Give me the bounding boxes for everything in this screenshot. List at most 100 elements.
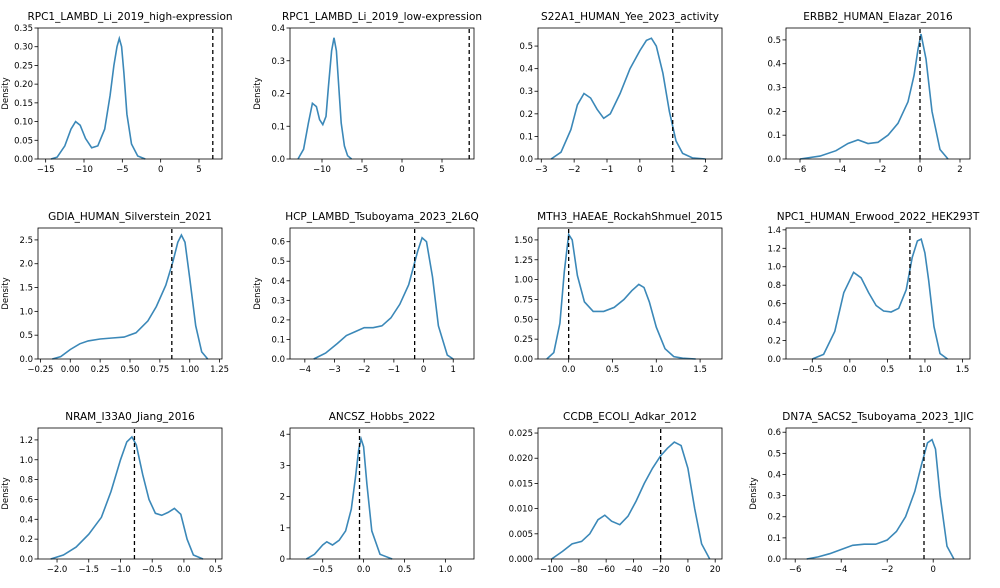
subplot-title: NRAM_I33A0_Jiang_2016 bbox=[65, 411, 195, 423]
y-tick-label: 2 bbox=[280, 493, 285, 503]
x-tick-label: 0.5 bbox=[881, 365, 895, 375]
x-tick-label: −4 bbox=[834, 165, 847, 175]
y-axis-label: Density bbox=[1, 277, 11, 309]
x-tick-label: 1 bbox=[670, 165, 675, 175]
y-tick-label: 0.025 bbox=[509, 429, 533, 439]
x-tick-label: 0 bbox=[917, 165, 922, 175]
subplot-title: GDIA_HUMAN_Silverstein_2021 bbox=[48, 211, 212, 223]
y-tick-label: 0.4 bbox=[271, 277, 285, 287]
subplot-title: MTH3_HAEAE_RockahShmuel_2015 bbox=[537, 211, 723, 223]
y-tick-label: 0.2 bbox=[19, 535, 33, 545]
y-tick-label: 1.0 bbox=[767, 263, 781, 273]
y-tick-label: 1.0 bbox=[19, 307, 33, 317]
y-tick-label: 0.20 bbox=[14, 80, 33, 90]
y-tick-label: 0.5 bbox=[271, 257, 285, 267]
y-tick-label: 1.00 bbox=[514, 276, 533, 286]
y-tick-label: 0.4 bbox=[767, 60, 781, 70]
y-tick-label: 1.50 bbox=[514, 236, 533, 246]
density-curve bbox=[799, 33, 949, 160]
x-tick-label: −5 bbox=[116, 165, 129, 175]
y-tick-label: 0.0 bbox=[271, 355, 285, 365]
x-tick-label: 0 bbox=[685, 565, 690, 575]
x-tick-label: −4 bbox=[835, 565, 848, 575]
y-tick-label: 0.8 bbox=[767, 281, 781, 291]
density-curve bbox=[551, 441, 711, 560]
y-axis-label: Density bbox=[253, 77, 263, 109]
x-tick-label: 1.5 bbox=[693, 365, 707, 375]
x-tick-label: −1.0 bbox=[110, 565, 131, 575]
density-subplot: RPC1_LAMBD_Li_2019_high-expression Densit… bbox=[1, 11, 233, 175]
x-tick-label: −0.25 bbox=[27, 365, 53, 375]
density-curve bbox=[52, 233, 209, 360]
x-tick-label: 2 bbox=[703, 165, 708, 175]
density-curve bbox=[550, 37, 706, 160]
x-tick-label: 1.0 bbox=[650, 365, 664, 375]
y-tick-label: 1.4 bbox=[767, 226, 781, 236]
y-tick-label: 0.0 bbox=[271, 155, 285, 165]
x-tick-label: −40 bbox=[624, 565, 642, 575]
y-tick-label: 0.4 bbox=[519, 65, 533, 75]
x-tick-label: −2 bbox=[874, 165, 887, 175]
density-curve bbox=[297, 37, 353, 160]
density-subplot: DN7A_SACS2_Tsuboyama_2023_1JIC Density −6 −… bbox=[749, 411, 974, 575]
y-tick-label: 0.1 bbox=[519, 132, 533, 142]
y-tick-label: 1 bbox=[280, 524, 285, 534]
x-tick-label: 0.5 bbox=[209, 565, 223, 575]
y-tick-label: 4 bbox=[280, 430, 285, 440]
x-tick-label: 1.0 bbox=[439, 565, 453, 575]
y-tick-label: 0.35 bbox=[14, 24, 33, 34]
y-tick-label: 0.1 bbox=[271, 122, 285, 132]
y-tick-label: 0.6 bbox=[767, 428, 781, 438]
y-tick-label: 0.2 bbox=[271, 316, 285, 326]
y-tick-label: 1.25 bbox=[514, 256, 533, 266]
y-tick-label: 0.15 bbox=[14, 99, 33, 109]
x-tick-label: −2.0 bbox=[47, 565, 68, 575]
x-tick-label: 0 bbox=[399, 165, 404, 175]
density-subplot: MTH3_HAEAE_RockahShmuel_2015 0.0 0.5 1.0 1.5… bbox=[514, 211, 723, 375]
density-subplot: NRAM_I33A0_Jiang_2016 Density −2.0 −1.5 −1.0… bbox=[1, 411, 222, 575]
y-tick-label: 0.2 bbox=[767, 337, 781, 347]
y-tick-label: 0.3 bbox=[519, 87, 533, 97]
x-tick-label: 0.25 bbox=[91, 365, 110, 375]
y-axis-label: Density bbox=[749, 477, 759, 509]
y-tick-label: 0.005 bbox=[509, 530, 533, 540]
y-tick-label: 0.1 bbox=[271, 335, 285, 345]
x-tick-label: 0 bbox=[158, 165, 163, 175]
x-tick-label: 0.50 bbox=[121, 365, 140, 375]
y-tick-label: 0.2 bbox=[519, 110, 533, 120]
y-tick-label: 0.4 bbox=[767, 470, 781, 480]
x-tick-label: −3 bbox=[535, 165, 548, 175]
y-tick-label: 1.5 bbox=[19, 284, 33, 294]
plot-frame bbox=[37, 27, 223, 160]
density-subplot: GDIA_HUMAN_Silverstein_2021 Density −0.25 0… bbox=[1, 211, 229, 375]
y-tick-label: 0.30 bbox=[14, 43, 33, 53]
subplot-title: DN7A_SACS2_Tsuboyama_2023_1JIC bbox=[782, 411, 973, 423]
subplot-title: ERBB2_HUMAN_Elazar_2016 bbox=[803, 11, 953, 23]
plot-frame bbox=[289, 227, 475, 360]
x-tick-label: 1 bbox=[451, 365, 456, 375]
y-tick-label: 0.10 bbox=[14, 118, 33, 128]
x-tick-label: −2 bbox=[568, 165, 581, 175]
density-curve bbox=[50, 35, 146, 160]
density-curve bbox=[313, 236, 454, 360]
x-tick-label: 0.0 bbox=[843, 365, 857, 375]
y-tick-label: 0.3 bbox=[271, 57, 285, 67]
density-subplot: S22A1_HUMAN_Yee_2023_activity −3 −2 −1 0 1 2 0.… bbox=[519, 11, 723, 175]
y-tick-label: 0.8 bbox=[19, 476, 33, 486]
y-axis-label: Density bbox=[1, 477, 11, 509]
density-curve bbox=[811, 237, 948, 360]
y-tick-label: 0.05 bbox=[14, 136, 33, 146]
y-tick-label: 0.2 bbox=[767, 107, 781, 117]
y-tick-label: 0.2 bbox=[767, 513, 781, 523]
y-tick-label: 0.75 bbox=[514, 295, 533, 305]
subplot-title: NPC1_HUMAN_Erwood_2022_HEK293T bbox=[777, 211, 980, 223]
y-tick-label: 0.00 bbox=[514, 355, 533, 365]
y-tick-label: 0.1 bbox=[767, 534, 781, 544]
x-tick-label: 0.0 bbox=[357, 565, 371, 575]
x-tick-label: 5 bbox=[196, 165, 201, 175]
plot-frame bbox=[289, 427, 475, 560]
y-tick-label: 1.2 bbox=[19, 436, 33, 446]
y-tick-label: 0.5 bbox=[767, 36, 781, 46]
density-subplot: HCP_LAMBD_Tsuboyama_2023_2L6Q Density −4 −3… bbox=[253, 211, 479, 375]
